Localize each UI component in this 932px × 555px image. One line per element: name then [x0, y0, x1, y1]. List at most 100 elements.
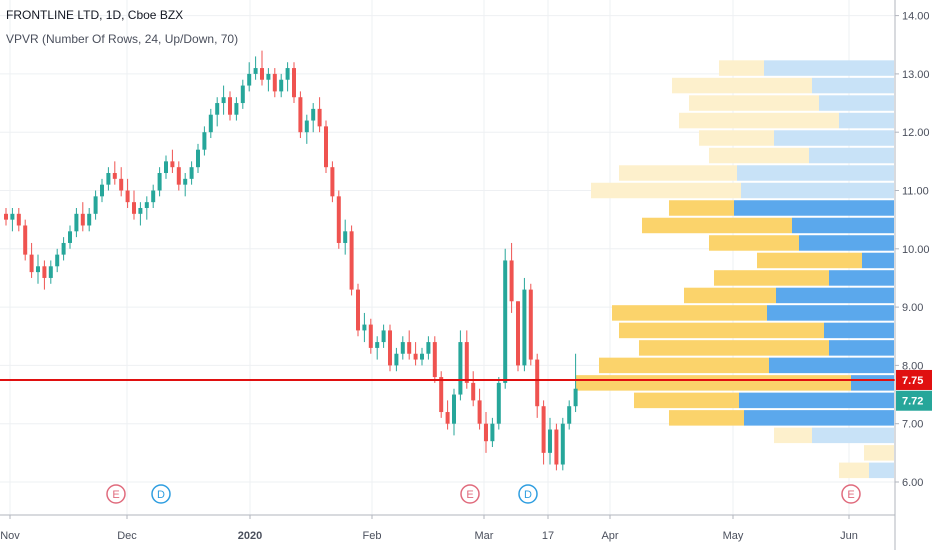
- candle-body: [16, 213, 21, 226]
- volume-row-down: [672, 77, 812, 94]
- volume-row-down: [669, 410, 744, 426]
- event-marker-label: D: [524, 489, 532, 501]
- event-marker-dividend: [518, 484, 538, 504]
- candle-body: [68, 231, 72, 243]
- volume-row-up: [774, 130, 894, 146]
- x-axis[interactable]: Nov Dec 2020 Feb Mar 17 Apr May Jun: [0, 515, 858, 542]
- volume-row-up: [829, 340, 894, 356]
- candle-body: [560, 423, 565, 465]
- candle-body: [234, 103, 239, 115]
- volume-row-down: [839, 462, 869, 479]
- candle-body: [132, 202, 136, 214]
- candle-body: [503, 260, 508, 383]
- volume-row-up: [764, 60, 894, 76]
- volume-row-up: [792, 217, 894, 234]
- candle-body: [196, 149, 200, 168]
- candle-body: [279, 79, 284, 92]
- candle-body: [285, 68, 290, 80]
- event-marker-label: E: [466, 489, 473, 501]
- candle-body: [144, 202, 149, 208]
- axes: [0, 0, 896, 550]
- event-marker-earnings: [106, 484, 126, 504]
- candle-body: [10, 213, 15, 220]
- event-marker-label: D: [157, 489, 165, 501]
- y-tick-label: 13.00: [902, 69, 930, 81]
- candle-body: [471, 382, 476, 401]
- volume-row-up: [737, 165, 894, 181]
- candle-body: [548, 429, 552, 453]
- price-badges: 7.75 7.72: [896, 369, 932, 411]
- volume-row-up: [767, 305, 894, 321]
- candle-body: [400, 342, 405, 354]
- candle-body: [496, 382, 501, 424]
- candle-body: [535, 359, 540, 407]
- candle-body: [23, 225, 28, 255]
- candle-body: [292, 68, 296, 98]
- candle-body: [170, 161, 175, 168]
- candle-body: [330, 167, 335, 197]
- candle-body: [100, 184, 104, 197]
- volume-row-up: [776, 287, 894, 304]
- x-tick-label: Mar: [475, 530, 494, 542]
- candle-body: [202, 132, 207, 150]
- candle-body: [394, 353, 399, 366]
- candle-body: [215, 103, 220, 115]
- candle-body: [432, 342, 437, 378]
- volume-row-down: [699, 130, 774, 146]
- candle-body: [522, 289, 527, 366]
- candle-body: [388, 330, 392, 366]
- volume-row-down: [576, 375, 851, 391]
- candle-body: [554, 429, 559, 465]
- volume-row-up: [769, 357, 894, 374]
- candle-body: [426, 342, 431, 354]
- volume-row-down: [679, 112, 839, 129]
- volume-row-up: [812, 77, 894, 94]
- volume-row-down: [612, 305, 767, 321]
- y-tick-label: 9.00: [902, 302, 923, 314]
- candle-body: [125, 190, 130, 203]
- volume-row-down: [757, 252, 862, 269]
- volume-row-up: [869, 462, 894, 479]
- volume-row-up: [829, 270, 894, 286]
- candle-body: [260, 68, 264, 80]
- candle-body: [138, 207, 143, 214]
- indicator-legend[interactable]: VPVR (Number Of Rows, 24, Up/Down, 70): [6, 32, 239, 46]
- candle-body: [42, 266, 47, 278]
- candle-body: [298, 97, 303, 133]
- candle-body: [407, 342, 412, 354]
- x-tick-label: May: [723, 530, 744, 542]
- candle-body: [368, 324, 373, 348]
- event-marker-label: E: [112, 489, 119, 501]
- symbol-title[interactable]: FRONTLINE LTD, 1D, Cboe BZX: [6, 8, 184, 22]
- x-tick-label: 17: [542, 530, 554, 542]
- price-badge-close: [896, 390, 932, 411]
- event-marker-earnings: [841, 484, 861, 504]
- candle-body: [176, 167, 181, 185]
- price-badge-current: [896, 369, 932, 390]
- candle-body: [477, 400, 482, 424]
- candle-body: [272, 73, 277, 92]
- candle-body: [509, 260, 514, 302]
- candle-body: [484, 423, 488, 442]
- candle-body: [490, 423, 495, 442]
- volume-row-up: [734, 200, 894, 216]
- volume-row-down: [599, 357, 769, 374]
- volume-row-up: [824, 322, 894, 339]
- candle-body: [458, 342, 463, 395]
- price-badge-label: 7.72: [902, 396, 923, 408]
- candle-body: [253, 68, 258, 74]
- candle-body: [317, 108, 322, 127]
- x-tick-label: Feb: [363, 530, 382, 542]
- candle-body: [420, 353, 424, 360]
- candle-body: [516, 301, 520, 366]
- candle-body: [464, 342, 469, 383]
- volume-row-up: [862, 252, 894, 269]
- candle-body: [61, 242, 66, 255]
- y-axis[interactable]: 6.00 7.00 8.00 9.00 10.00 11.00 12.00 13.00 14.0…: [895, 11, 930, 489]
- candle-body: [164, 161, 168, 174]
- volume-row-down: [619, 165, 737, 181]
- y-tick-label: 8.00: [902, 360, 923, 372]
- event-marker-earnings: [460, 484, 480, 504]
